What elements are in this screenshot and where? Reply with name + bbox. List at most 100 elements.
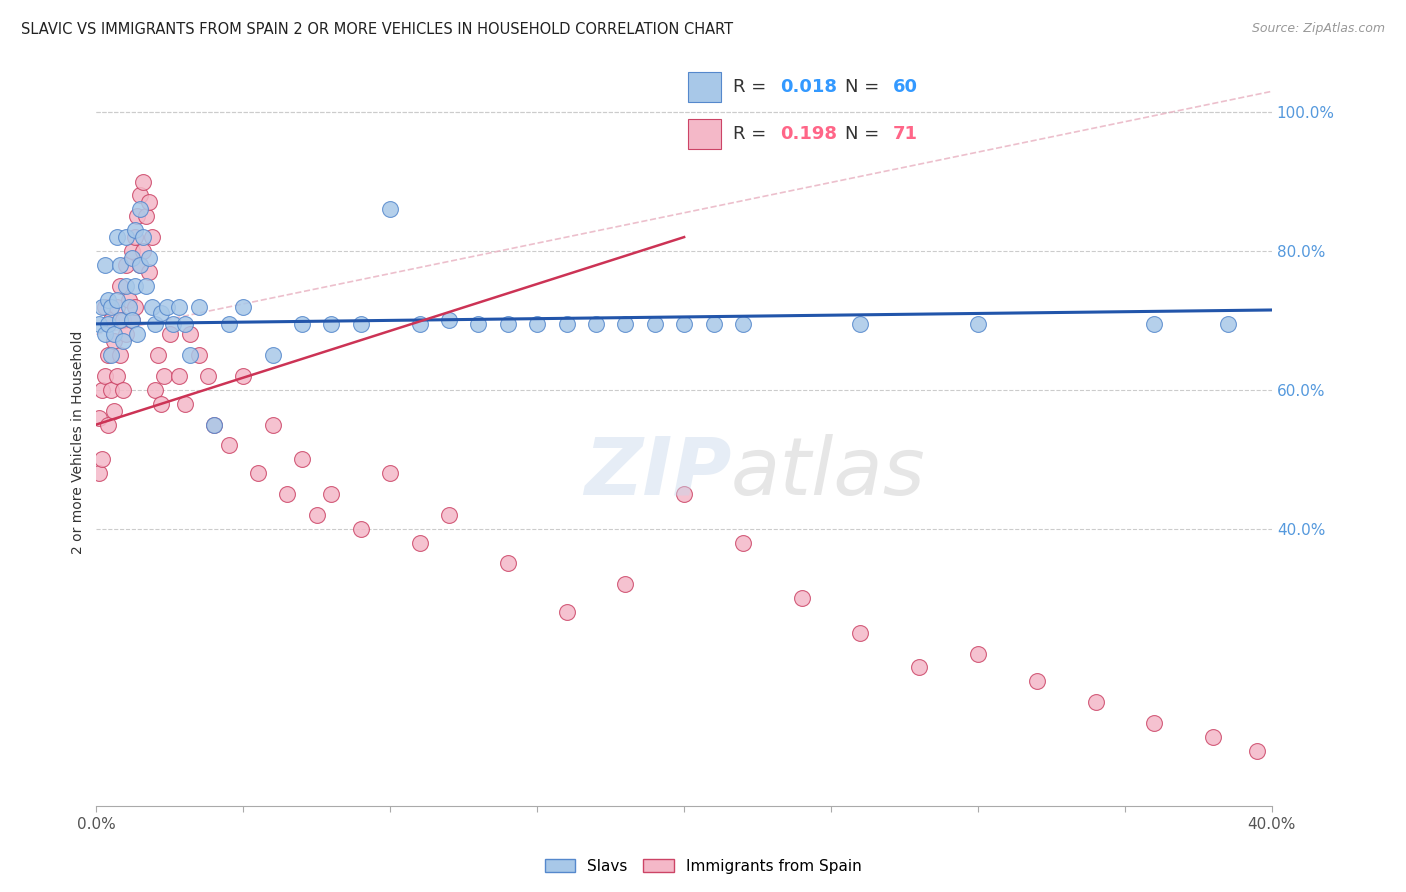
Point [731, 535, 754, 549]
Point [908, 660, 931, 674]
Point [105, 230, 128, 244]
Point [111, 383, 134, 397]
Text: 0.018: 0.018 [780, 78, 838, 95]
Point [127, 209, 149, 223]
Text: atlas: atlas [731, 434, 927, 512]
Text: ZIP: ZIP [583, 434, 731, 512]
Point [114, 258, 136, 272]
Point [702, 317, 724, 331]
Point [321, 317, 343, 331]
Point [408, 317, 430, 331]
Point [731, 317, 754, 331]
Point [129, 188, 152, 202]
Point [100, 300, 122, 314]
Text: 71: 71 [893, 125, 918, 143]
Point [849, 317, 872, 331]
Point [132, 230, 155, 244]
Point [138, 265, 160, 279]
Point [291, 317, 314, 331]
Point [496, 317, 519, 331]
Point [614, 577, 637, 591]
Point [143, 383, 166, 397]
Point [305, 508, 328, 522]
Point [105, 293, 128, 307]
Text: 0.198: 0.198 [780, 125, 838, 143]
Point [1202, 730, 1225, 744]
Point [108, 348, 131, 362]
Point [138, 251, 160, 265]
Point [1084, 695, 1107, 709]
Point [146, 348, 169, 362]
Text: R =: R = [733, 125, 772, 143]
Point [114, 230, 136, 244]
Point [89, 317, 111, 331]
Point [153, 368, 176, 383]
Point [108, 258, 131, 272]
Point [350, 317, 373, 331]
Point [173, 397, 195, 411]
Point [614, 317, 637, 331]
Point [105, 300, 128, 314]
Point [118, 293, 141, 307]
Point [585, 317, 607, 331]
Point [218, 438, 240, 452]
Point [100, 348, 122, 362]
Point [218, 317, 240, 331]
Point [159, 327, 181, 342]
Point [437, 508, 460, 522]
Point [967, 647, 990, 661]
Point [1246, 744, 1268, 758]
Point [114, 327, 136, 342]
Text: SLAVIC VS IMMIGRANTS FROM SPAIN 2 OR MORE VEHICLES IN HOUSEHOLD CORRELATION CHAR: SLAVIC VS IMMIGRANTS FROM SPAIN 2 OR MOR… [21, 22, 733, 37]
Point [91, 383, 114, 397]
Point [276, 487, 298, 501]
Point [97, 417, 120, 432]
Point [100, 313, 122, 327]
Point [124, 223, 146, 237]
Point [380, 466, 402, 480]
Y-axis label: 2 or more Vehicles in Household: 2 or more Vehicles in Household [72, 330, 86, 554]
Point [135, 209, 157, 223]
Point [202, 417, 225, 432]
Point [1143, 317, 1166, 331]
Legend: Slavs, Immigrants from Spain: Slavs, Immigrants from Spain [538, 853, 868, 880]
Point [143, 317, 166, 331]
Point [673, 487, 696, 501]
Point [129, 258, 152, 272]
Point [121, 251, 143, 265]
Point [121, 313, 143, 327]
Point [94, 258, 117, 272]
Point [849, 625, 872, 640]
Point [97, 293, 120, 307]
Point [167, 368, 190, 383]
Point [138, 195, 160, 210]
Point [97, 317, 120, 331]
Point [94, 368, 117, 383]
Text: N =: N = [845, 78, 884, 95]
Point [467, 317, 489, 331]
Text: N =: N = [845, 125, 884, 143]
Point [555, 317, 578, 331]
Point [105, 368, 128, 383]
Point [150, 397, 173, 411]
Point [100, 383, 122, 397]
Point [167, 300, 190, 314]
Point [262, 348, 284, 362]
Point [97, 348, 120, 362]
Point [103, 403, 125, 417]
Point [555, 605, 578, 619]
Point [380, 202, 402, 217]
Point [121, 313, 143, 327]
Point [94, 300, 117, 314]
Point [790, 591, 813, 605]
Point [179, 327, 201, 342]
Point [91, 452, 114, 467]
Point [197, 368, 219, 383]
Point [673, 317, 696, 331]
Point [232, 368, 254, 383]
Point [246, 466, 269, 480]
Point [132, 244, 155, 258]
Point [118, 300, 141, 314]
Bar [688, 71, 721, 102]
Point [103, 334, 125, 349]
